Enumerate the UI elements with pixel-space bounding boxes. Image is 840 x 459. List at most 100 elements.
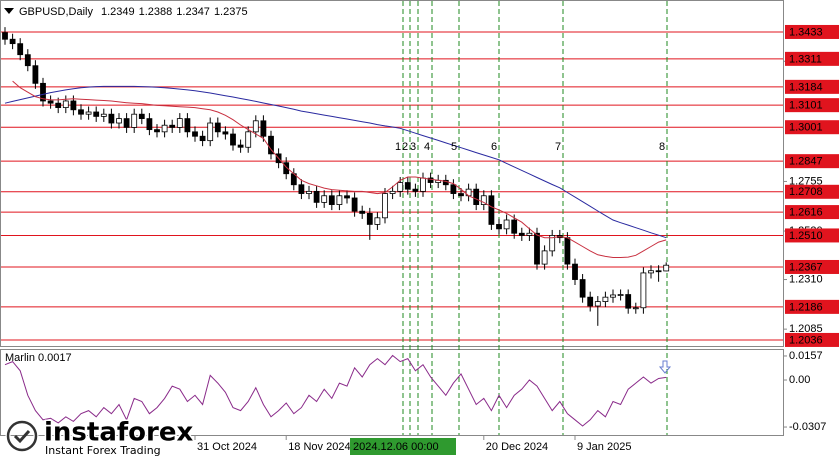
level-label-box bbox=[785, 120, 839, 135]
candle-body bbox=[374, 217, 381, 225]
x-tick-label: 20 Dec 2024 bbox=[486, 441, 548, 453]
candle-body bbox=[594, 301, 601, 307]
candle-body bbox=[663, 264, 670, 272]
signal-arrow bbox=[658, 360, 672, 374]
candle-body bbox=[9, 38, 16, 45]
moving-average bbox=[12, 80, 667, 258]
candle-body bbox=[427, 177, 434, 183]
candle-body bbox=[412, 188, 419, 192]
header: GBPUSD,Daily 1.2349 1.2388 1.2347 1.2375 bbox=[19, 6, 248, 18]
candle-body bbox=[640, 272, 647, 309]
candle-body bbox=[382, 193, 388, 219]
candle-body bbox=[108, 113, 115, 124]
candle-body bbox=[62, 100, 69, 108]
candle-body bbox=[625, 294, 632, 309]
candle-body bbox=[222, 131, 229, 135]
header-price: 1.2375 bbox=[214, 6, 248, 18]
candle-body bbox=[192, 131, 198, 137]
header-price: 1.2347 bbox=[176, 6, 210, 18]
y-tick-label: -0.0307 bbox=[789, 421, 826, 433]
candle-body bbox=[252, 120, 259, 133]
level-label: 1.2847 bbox=[789, 156, 823, 168]
candle-body bbox=[100, 113, 107, 117]
level-label-box bbox=[785, 259, 839, 274]
watermark: instaforex Instant Forex Trading bbox=[5, 416, 195, 458]
candle-body bbox=[587, 296, 594, 307]
candle-body bbox=[473, 188, 480, 205]
y-tick-label: 0.00 bbox=[789, 374, 810, 386]
candle-body bbox=[534, 232, 540, 265]
x-tick-label: 18 Nov 2024 bbox=[288, 441, 350, 453]
candle-body bbox=[496, 224, 502, 230]
level-label-box bbox=[785, 154, 839, 169]
candle-body bbox=[298, 184, 305, 194]
main-pane bbox=[0, 0, 784, 347]
level-label: 1.3001 bbox=[789, 122, 823, 134]
level-label: 1.2616 bbox=[789, 206, 823, 218]
candle-body bbox=[526, 232, 533, 236]
level-label-box bbox=[785, 332, 839, 347]
level-label-box bbox=[785, 51, 839, 66]
candle-body bbox=[511, 219, 518, 234]
candle-body bbox=[17, 43, 24, 56]
candle-body bbox=[123, 118, 130, 128]
header-price: 1.2349 bbox=[101, 6, 135, 18]
level-label: 1.3311 bbox=[789, 53, 822, 65]
candle-body bbox=[283, 162, 290, 175]
candle-body bbox=[404, 182, 411, 190]
cursor-label: 2024.12.06 00:00 bbox=[353, 441, 439, 453]
candle-body bbox=[260, 120, 267, 137]
marker-label: 1 bbox=[395, 141, 401, 153]
marker-label: 8 bbox=[659, 141, 665, 153]
x-tick-label: 9 Jan 2025 bbox=[577, 441, 631, 453]
oscillator-title: Marlin 0.0017 bbox=[5, 352, 72, 364]
candle-body bbox=[154, 129, 160, 133]
candle-body bbox=[572, 263, 578, 280]
candle-body bbox=[488, 195, 495, 225]
candle-body bbox=[161, 124, 168, 133]
candle-body bbox=[564, 237, 571, 265]
level-label: 1.2186 bbox=[789, 301, 823, 313]
candle-body bbox=[617, 294, 624, 296]
level-label-box bbox=[785, 79, 839, 94]
y-tick-label: 1.2085 bbox=[789, 323, 823, 335]
marker-label: 3 bbox=[410, 141, 416, 153]
candle-body bbox=[55, 102, 62, 108]
marker-label: 6 bbox=[491, 141, 497, 153]
candle-body bbox=[78, 109, 84, 115]
candle-body bbox=[40, 82, 46, 102]
candle-body bbox=[602, 296, 609, 302]
candle-body bbox=[207, 122, 214, 142]
candle-body bbox=[245, 131, 252, 148]
logo-ring bbox=[6, 420, 38, 452]
candle-body bbox=[199, 135, 206, 142]
candle-body bbox=[610, 294, 616, 298]
level-label-box bbox=[785, 24, 839, 39]
candle-body bbox=[313, 190, 320, 203]
candle-body bbox=[518, 232, 525, 236]
level-label: 1.2036 bbox=[789, 334, 823, 346]
level-label: 1.3433 bbox=[789, 26, 823, 38]
level-label: 1.3101 bbox=[789, 100, 823, 112]
level-label: 1.3184 bbox=[789, 81, 823, 93]
marker-label: 4 bbox=[424, 141, 430, 153]
watermark-tagline: Instant Forex Trading bbox=[45, 444, 161, 457]
candle-body bbox=[184, 118, 191, 133]
level-label-box bbox=[785, 98, 839, 113]
candle-body bbox=[579, 279, 586, 298]
cursor-label-box bbox=[350, 438, 456, 455]
candle-body bbox=[116, 118, 122, 124]
candle-body bbox=[458, 193, 464, 197]
y-tick-label: 0.0157 bbox=[789, 350, 823, 362]
marker-label: 5 bbox=[451, 141, 457, 153]
y-tick-label: 1.2310 bbox=[789, 273, 823, 285]
marker-label: 7 bbox=[555, 141, 561, 153]
level-label-box bbox=[785, 299, 839, 314]
candle-body bbox=[237, 144, 244, 148]
menu-arrow bbox=[4, 8, 14, 14]
candle-body bbox=[366, 213, 373, 225]
candle-body bbox=[47, 100, 54, 104]
x-tick-label: 31 Oct 2024 bbox=[197, 441, 257, 453]
level-label: 1.2510 bbox=[789, 230, 823, 242]
candle-body bbox=[503, 219, 510, 230]
